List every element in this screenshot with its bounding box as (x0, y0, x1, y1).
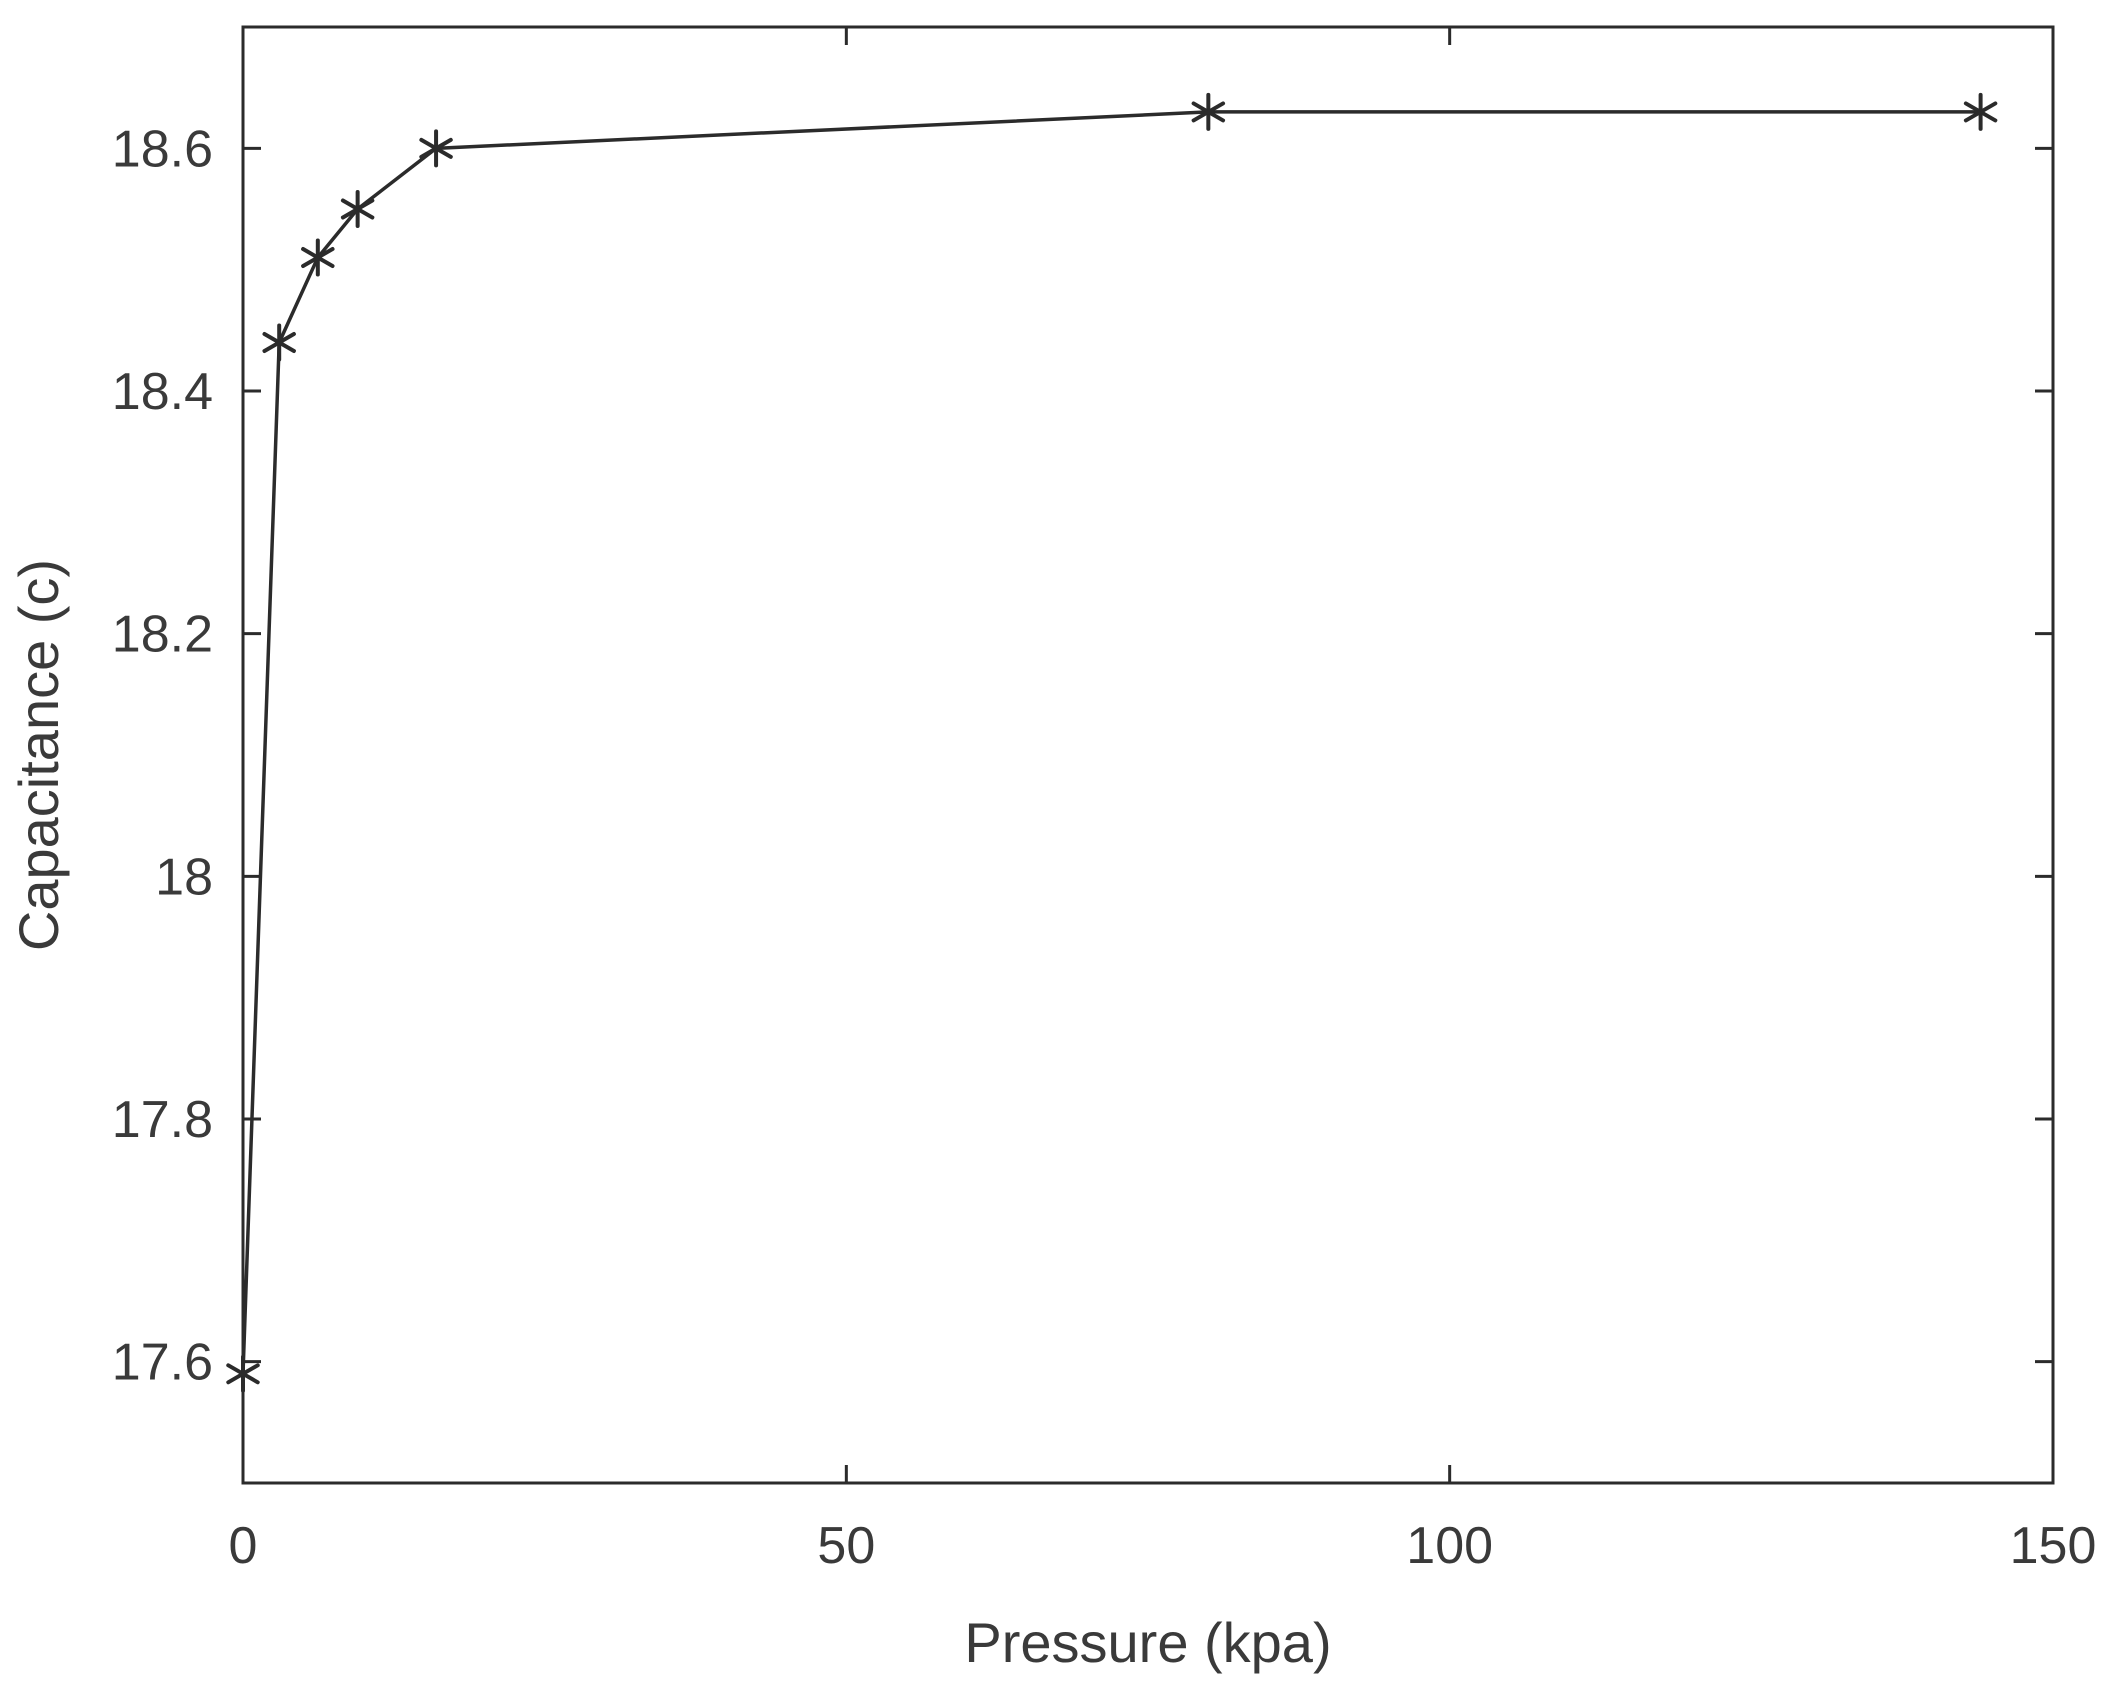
y-axis-label: Capacitance (c) (7, 559, 70, 951)
plot-area (241, 25, 2055, 1485)
data-point-marker (262, 323, 296, 362)
data-series (226, 92, 1998, 1393)
x-tick-label: 150 (2010, 1517, 2097, 1575)
y-tick-label: 18.2 (112, 606, 213, 664)
y-tick-label: 17.8 (112, 1091, 213, 1149)
data-point-marker (419, 129, 453, 168)
data-point-marker (1963, 92, 1998, 131)
y-axis-ticks: 17.6 17.8 18 18.2 18.4 18.6 (112, 120, 2053, 1392)
x-tick-label: 100 (1406, 1517, 1493, 1575)
x-tick-label: 50 (817, 1517, 875, 1575)
x-axis-label: Pressure (kpa) (964, 1611, 1331, 1674)
x-axis-ticks: 0 50 100 150 (229, 27, 2097, 1575)
y-tick-label: 18.6 (112, 120, 213, 178)
data-point-marker (340, 190, 375, 228)
y-tick-label: 18 (155, 848, 213, 906)
data-point-marker (301, 238, 335, 277)
x-tick-label: 0 (229, 1517, 258, 1575)
y-tick-label: 17.6 (112, 1334, 213, 1392)
data-point-marker (1191, 92, 1226, 131)
y-tick-label: 18.4 (112, 363, 213, 421)
data-point-marker (226, 1354, 260, 1393)
